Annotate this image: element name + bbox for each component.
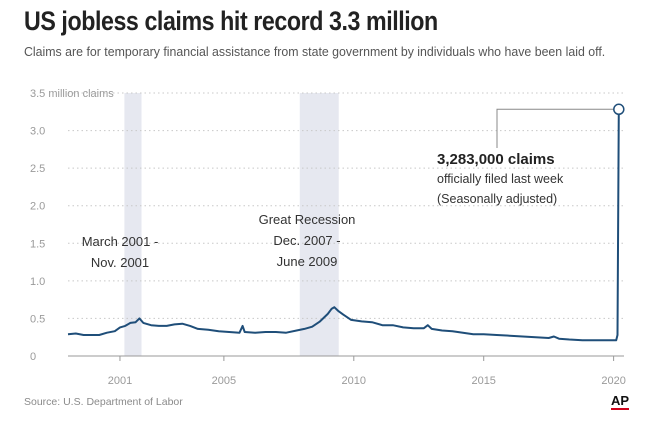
claims-series-line — [67, 109, 620, 342]
x-tick-label: 2010 — [342, 375, 366, 387]
subheadline: Claims are for temporary financial assis… — [24, 44, 606, 59]
peak-marker — [613, 103, 625, 116]
x-tick-label: 2001 — [108, 375, 132, 387]
recession-label-1: Nov. 2001 — [91, 255, 149, 270]
y-tick-label: 0.5 — [30, 313, 45, 325]
x-tick-label: 2015 — [471, 375, 495, 387]
callout-detail: (Seasonally adjusted) — [437, 192, 557, 206]
recession-label-2: June 2009 — [277, 254, 338, 269]
recession-label-1: March 2001 - — [82, 234, 159, 249]
callout-headline: 3,283,000 claims — [437, 151, 555, 168]
y-tick-label: 3.5 million claims — [30, 88, 114, 100]
x-tick-label: 2005 — [212, 375, 236, 387]
y-tick-label: 1.5 — [30, 238, 45, 250]
y-tick-label: 1.0 — [30, 276, 45, 288]
callout-leader-line — [496, 108, 615, 148]
y-tick-label: 2.0 — [30, 201, 45, 213]
ap-logo: AP — [611, 393, 630, 410]
headline: US jobless claims hit record 3.3 million — [24, 6, 438, 36]
callout-detail: officially filed last week — [437, 172, 564, 186]
source-note: Source: U.S. Department of Labor — [24, 396, 183, 408]
y-tick-label: 2.5 — [30, 163, 45, 175]
x-tick-label: 2020 — [601, 375, 625, 387]
recession-band-1 — [124, 93, 142, 356]
y-tick-label: 3.0 — [30, 126, 45, 138]
recession-label-2: Dec. 2007 - — [273, 233, 340, 248]
recession-label-2: Great Recession — [259, 212, 356, 227]
y-tick-label: 0 — [30, 351, 36, 363]
recession-band-2 — [299, 93, 339, 356]
